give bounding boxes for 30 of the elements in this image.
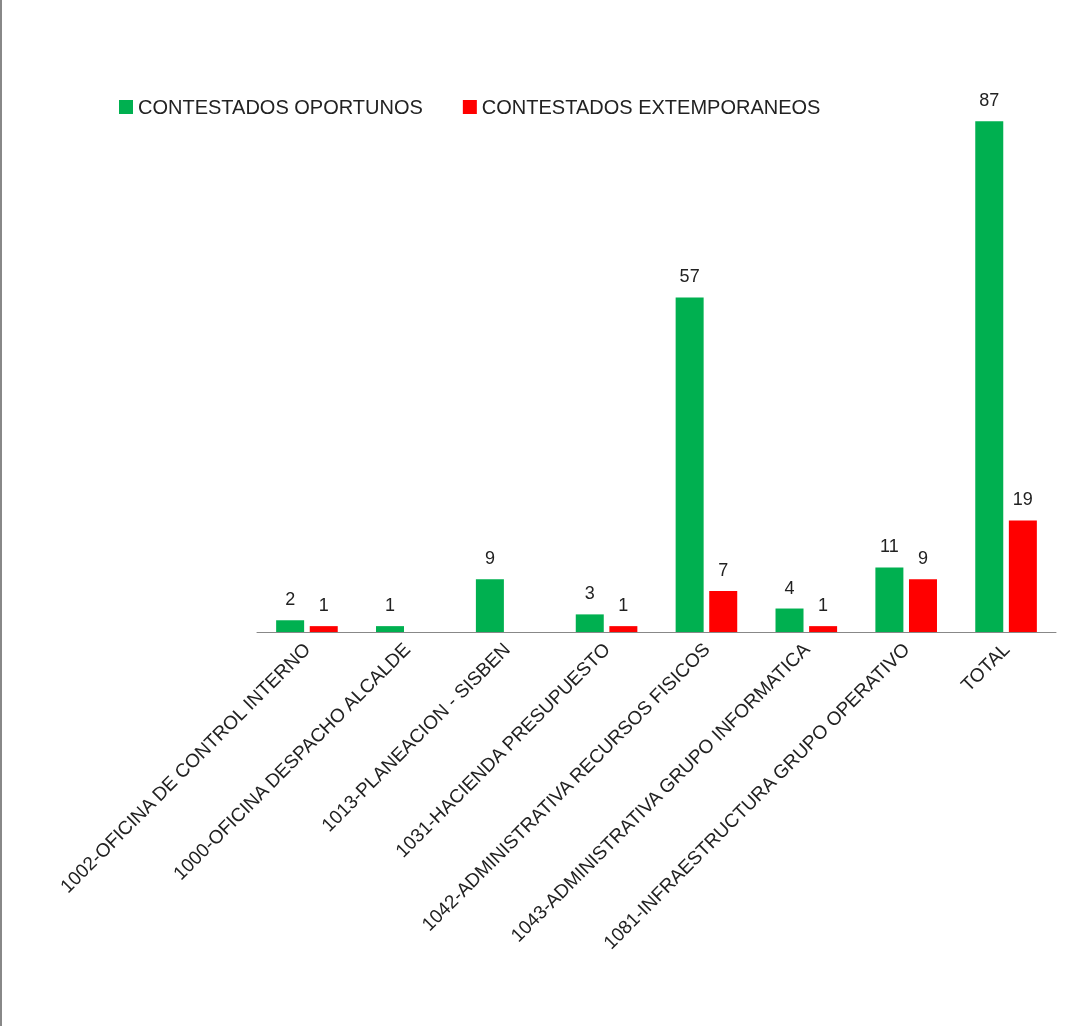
bar bbox=[309, 626, 338, 632]
legend-label: CONTESTADOS EXTEMPORANEOS bbox=[481, 96, 821, 118]
data-label: 1 bbox=[618, 595, 629, 616]
bar bbox=[276, 620, 305, 632]
bar bbox=[908, 579, 937, 632]
data-label: 1 bbox=[318, 595, 329, 616]
data-label: 1 bbox=[385, 595, 396, 616]
data-label: 3 bbox=[584, 583, 595, 604]
bar bbox=[875, 567, 904, 632]
data-label: 2 bbox=[285, 589, 296, 610]
data-label: 19 bbox=[1012, 489, 1033, 510]
bar bbox=[475, 579, 504, 632]
bar bbox=[1008, 520, 1037, 632]
data-label: 57 bbox=[679, 266, 700, 287]
bar bbox=[809, 626, 838, 632]
data-label: 9 bbox=[917, 548, 928, 569]
data-label: 1 bbox=[818, 595, 829, 616]
data-label: 4 bbox=[784, 577, 795, 598]
bar bbox=[376, 626, 405, 632]
data-label: 7 bbox=[718, 559, 729, 580]
data-label: 87 bbox=[979, 90, 1000, 111]
bar bbox=[575, 614, 604, 632]
bar bbox=[709, 590, 738, 632]
data-label: 11 bbox=[880, 536, 899, 557]
bar bbox=[675, 297, 704, 632]
bar bbox=[775, 608, 804, 632]
legend-label: CONTESTADOS OPORTUNOS bbox=[138, 96, 423, 118]
bar bbox=[609, 626, 638, 632]
data-label: 9 bbox=[484, 548, 495, 569]
bar bbox=[975, 121, 1004, 632]
